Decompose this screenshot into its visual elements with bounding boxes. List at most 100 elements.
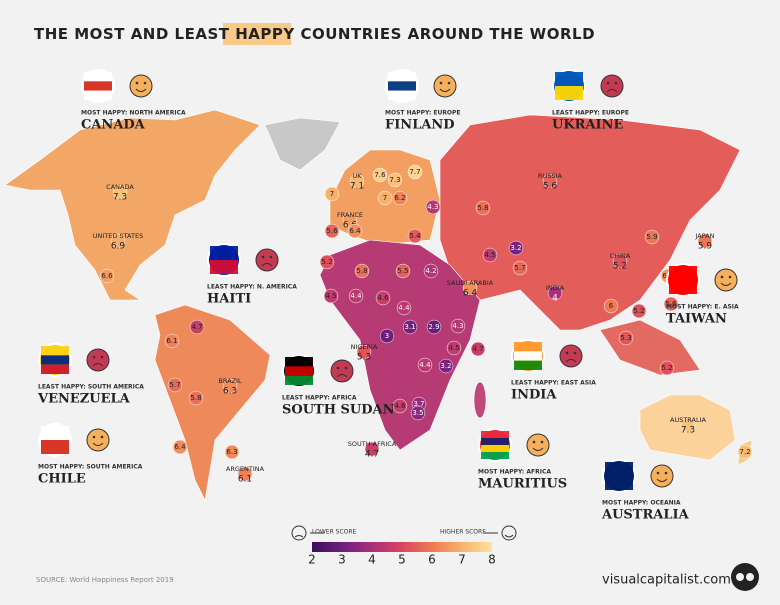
- flag-stripe: [481, 431, 509, 438]
- score-label: 7: [383, 194, 387, 202]
- country-label: SAUDI ARABIA: [447, 279, 494, 287]
- flag-stripe: [555, 72, 583, 86]
- flag-stripe: [285, 366, 313, 376]
- eye: [532, 440, 536, 444]
- eye: [92, 435, 96, 439]
- score-patch: [112, 184, 128, 200]
- score-label: 5.5: [397, 267, 408, 275]
- eye: [447, 81, 451, 85]
- score-label: 4.5: [484, 251, 495, 259]
- country-label: ARGENTINA: [226, 465, 265, 473]
- source: SOURCE: World Happiness Report 2019: [36, 576, 174, 584]
- country-label: SOUTH AFRICA: [348, 440, 397, 448]
- score-label: 5.7: [169, 381, 180, 389]
- score-patch: [697, 233, 713, 249]
- score-label: 3.2: [510, 244, 521, 252]
- flag-stripe: [84, 81, 112, 91]
- score-label: 5.2: [633, 307, 644, 315]
- flag-stripe: [669, 280, 697, 294]
- face: [433, 74, 457, 98]
- callout-caption: LEAST HAPPY: EAST ASIA: [511, 380, 596, 387]
- score-patch: [392, 190, 408, 206]
- callout-country: MAURITIUS: [478, 477, 567, 492]
- callout-caption: LEAST HAPPY: AFRICA: [282, 395, 357, 402]
- score-patch: [189, 319, 205, 335]
- callout-country: VENEZUELA: [37, 392, 131, 407]
- score-patch: [659, 360, 675, 376]
- score-patch: [737, 444, 753, 460]
- score-label: 5.6: [543, 182, 558, 192]
- face: [330, 359, 354, 383]
- score-patch: [417, 357, 433, 373]
- score-patch: [356, 344, 372, 360]
- legend-faces: [291, 525, 517, 541]
- score-patch: [237, 466, 253, 482]
- score-patch: [450, 318, 466, 334]
- score-patch: [167, 377, 183, 393]
- score-patch: [379, 328, 395, 344]
- eye: [720, 275, 724, 279]
- score-label: 5.6: [326, 227, 338, 235]
- eye: [100, 435, 104, 439]
- eye: [269, 255, 273, 259]
- score-patch: [603, 298, 619, 314]
- score-patch: [347, 223, 363, 239]
- country-label: CHINA: [610, 252, 631, 260]
- flag-stripe: [41, 346, 69, 356]
- score-patch: [512, 260, 528, 276]
- mouth: [720, 282, 732, 286]
- score-label: 4.4: [398, 304, 410, 312]
- legend-higher: HIGHER SCORE: [440, 529, 486, 536]
- score-patch: [508, 240, 524, 256]
- country-label: NIGERIA: [351, 343, 378, 351]
- score-label: 5.3: [620, 334, 631, 342]
- title: THE MOST AND LEAST HAPPY COUNTRIES AROUN…: [34, 25, 595, 43]
- flag-stripe: [555, 86, 583, 100]
- eye: [92, 355, 96, 359]
- score-patch: [475, 200, 491, 216]
- flag-stripe: [41, 364, 69, 374]
- face: [600, 74, 624, 98]
- score-label: 4.3: [427, 203, 438, 211]
- score-label: 5.9: [698, 242, 713, 252]
- callout-country: CHILE: [38, 472, 86, 487]
- eye: [336, 366, 340, 370]
- score-patch: [172, 439, 188, 455]
- flag-stripe: [514, 351, 542, 361]
- score-patch: [423, 263, 439, 279]
- face: [559, 344, 583, 368]
- score-patch: [425, 199, 441, 215]
- title-before: THE MOST AND LEAST: [34, 25, 230, 43]
- score-label: 3.7: [413, 400, 424, 408]
- title-after: COUNTRIES AROUND THE WORLD: [300, 25, 595, 43]
- callout-caption: MOST HAPPY: SOUTH AMERICA: [38, 464, 143, 471]
- score-label: 3.1: [404, 323, 415, 331]
- face: [86, 428, 110, 452]
- score-patch: [323, 288, 339, 304]
- score-label: 4: [552, 294, 558, 304]
- eye: [728, 275, 732, 279]
- callout-caption: MOST HAPPY: NORTH AMERICA: [81, 110, 186, 117]
- flag-stripe: [481, 445, 509, 452]
- score-patch: [324, 223, 340, 239]
- country-label: UK: [352, 172, 362, 180]
- score-label: 5.3: [357, 353, 371, 363]
- score-label: 7.3: [389, 176, 400, 184]
- flag-stripe: [84, 90, 112, 100]
- legend-bar: [312, 542, 492, 552]
- face: [86, 348, 110, 372]
- legend-tick: 3: [338, 553, 346, 567]
- score-patch: [164, 333, 180, 349]
- eye: [261, 255, 265, 259]
- score-label: 7.2: [739, 448, 750, 456]
- flag-stripe: [481, 452, 509, 459]
- score-label: 7.3: [681, 426, 695, 436]
- score-patch: [396, 300, 412, 316]
- eye: [344, 366, 348, 370]
- score-patch: [392, 398, 408, 414]
- legend-lower: LOWER SCORE: [312, 529, 357, 536]
- flag-stripe: [605, 462, 633, 476]
